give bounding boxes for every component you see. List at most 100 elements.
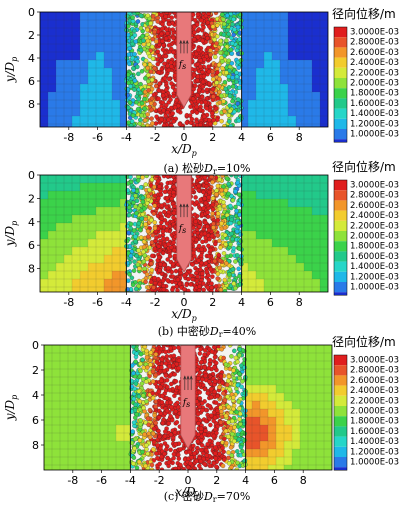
particle	[208, 266, 213, 272]
contour-cell	[276, 425, 285, 434]
contour-cell	[84, 441, 93, 450]
contour-cell	[40, 215, 49, 224]
contour-cell	[76, 353, 85, 362]
contour-cell	[316, 361, 325, 370]
contour-cell	[240, 263, 249, 272]
particle	[226, 191, 231, 197]
particle	[157, 184, 162, 189]
contour-cell	[96, 36, 105, 45]
contour-cell	[96, 28, 105, 37]
contour-cell	[320, 76, 328, 85]
particle	[217, 206, 223, 212]
particle	[238, 238, 244, 244]
particle	[215, 233, 220, 238]
contour-cell	[88, 44, 97, 53]
contour-cell	[324, 401, 332, 410]
particle	[150, 232, 156, 238]
contour-cell	[284, 441, 293, 450]
particle	[152, 246, 158, 252]
contour-cell	[88, 124, 97, 127]
particle	[232, 27, 237, 32]
contour-cell	[248, 239, 257, 248]
pile: fs	[176, 12, 192, 109]
contour-cell	[84, 449, 93, 458]
legend-label: 2.4000E-03	[350, 211, 399, 221]
contour-cell	[56, 20, 65, 29]
particle	[226, 113, 231, 118]
particle	[206, 64, 211, 69]
contour-cell	[120, 108, 129, 117]
particle	[163, 53, 169, 59]
contour-cell	[124, 457, 133, 466]
contour-cell	[108, 433, 117, 442]
particle	[138, 13, 144, 19]
particle	[165, 241, 171, 247]
contour-cell	[88, 247, 97, 256]
contour-cell	[272, 287, 281, 292]
contour-cell	[264, 36, 273, 45]
contour-cell	[296, 271, 305, 280]
contour-cell	[108, 377, 117, 386]
contour-cell	[80, 207, 89, 216]
contour-cell	[112, 279, 121, 288]
particle	[192, 17, 198, 23]
contour-cell	[72, 116, 81, 125]
contour-cell	[304, 44, 313, 53]
particle	[131, 268, 137, 273]
particle	[171, 35, 176, 41]
particle	[150, 253, 155, 259]
contour-cell	[48, 255, 57, 264]
particle	[154, 235, 159, 241]
contour-cell	[252, 417, 261, 426]
particle	[213, 12, 219, 16]
contour-cell	[56, 108, 65, 117]
contour-cell	[124, 361, 133, 370]
particle	[206, 12, 211, 16]
contour-cell	[296, 44, 305, 53]
contour-cell	[92, 401, 101, 410]
contour-cell	[48, 60, 57, 69]
contour-cell	[56, 84, 65, 93]
friction-arrow-head	[179, 203, 183, 208]
contour-cell	[268, 465, 277, 470]
contour-cell	[296, 20, 305, 29]
particle	[228, 12, 233, 16]
contour-cell	[112, 108, 121, 117]
contour-cell	[272, 20, 281, 29]
panel-caption: (a) 松砂Dr=10%	[164, 161, 251, 176]
particle	[131, 228, 137, 233]
particle	[127, 61, 132, 67]
y-axis-label: y/Dp	[3, 57, 19, 84]
contour-cell	[88, 12, 97, 21]
contour-cell	[268, 449, 277, 458]
contour-cell	[240, 108, 249, 117]
particle	[223, 86, 228, 92]
contour-cell	[40, 28, 49, 37]
contour-cell	[264, 100, 273, 109]
contour-cell	[72, 191, 81, 200]
contour-cell	[108, 345, 117, 354]
particle	[141, 244, 147, 250]
particle	[210, 86, 216, 92]
particle	[161, 123, 167, 127]
contour-cell	[56, 191, 65, 200]
contour-cell	[112, 44, 121, 53]
legend-swatch	[334, 220, 347, 231]
contour-cell	[268, 433, 277, 442]
contour-cell	[276, 353, 285, 362]
particle	[147, 62, 153, 67]
contour-cell	[60, 377, 69, 386]
particle	[205, 35, 210, 41]
contour-cell	[252, 441, 261, 450]
panel-caption: (b) 中密砂Dr=40%	[158, 324, 256, 339]
particle	[168, 180, 173, 185]
x-axis-label: x/Dp	[171, 307, 197, 323]
contour-cell	[92, 369, 101, 378]
contour-cell	[324, 377, 332, 386]
particle	[231, 16, 236, 22]
contour-cell	[104, 199, 113, 208]
contour-cell	[240, 255, 249, 264]
contour-cell	[248, 183, 257, 192]
legend-swatch	[334, 67, 347, 78]
contour-cell	[248, 52, 257, 61]
